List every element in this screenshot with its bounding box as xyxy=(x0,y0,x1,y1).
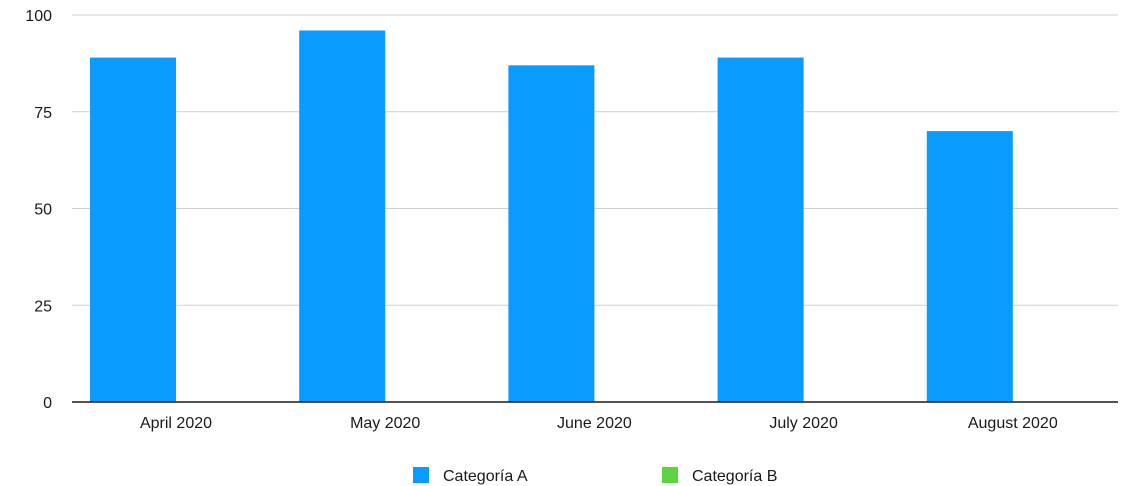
legend: Categoría A Categoría B xyxy=(413,467,777,485)
x-tick-label: July 2020 xyxy=(769,415,838,432)
legend-swatch xyxy=(662,467,678,483)
y-axis-ticks: 0 25 50 75 100 xyxy=(25,8,52,412)
x-tick-label: June 2020 xyxy=(557,415,632,432)
x-tick-label: August 2020 xyxy=(968,415,1058,432)
bar-categoria-a xyxy=(508,65,595,402)
legend-swatch xyxy=(413,467,429,483)
legend-label: Categoría A xyxy=(443,468,528,485)
bar-categoria-a xyxy=(926,131,1013,402)
y-tick-label: 0 xyxy=(43,395,52,412)
y-tick-label: 25 xyxy=(34,298,52,315)
bars xyxy=(90,30,1013,402)
x-axis-ticks: April 2020 May 2020 June 2020 July 2020 Augu… xyxy=(140,415,1058,432)
bar-categoria-a xyxy=(717,57,804,402)
x-tick-label: May 2020 xyxy=(350,415,420,432)
bar-categoria-a xyxy=(90,57,176,402)
y-tick-label: 100 xyxy=(25,8,52,25)
y-tick-label: 50 xyxy=(34,202,52,219)
x-tick-label: April 2020 xyxy=(140,415,212,432)
legend-label: Categoría B xyxy=(692,468,777,485)
y-tick-label: 75 xyxy=(34,105,52,122)
bar-categoria-a xyxy=(299,30,386,402)
